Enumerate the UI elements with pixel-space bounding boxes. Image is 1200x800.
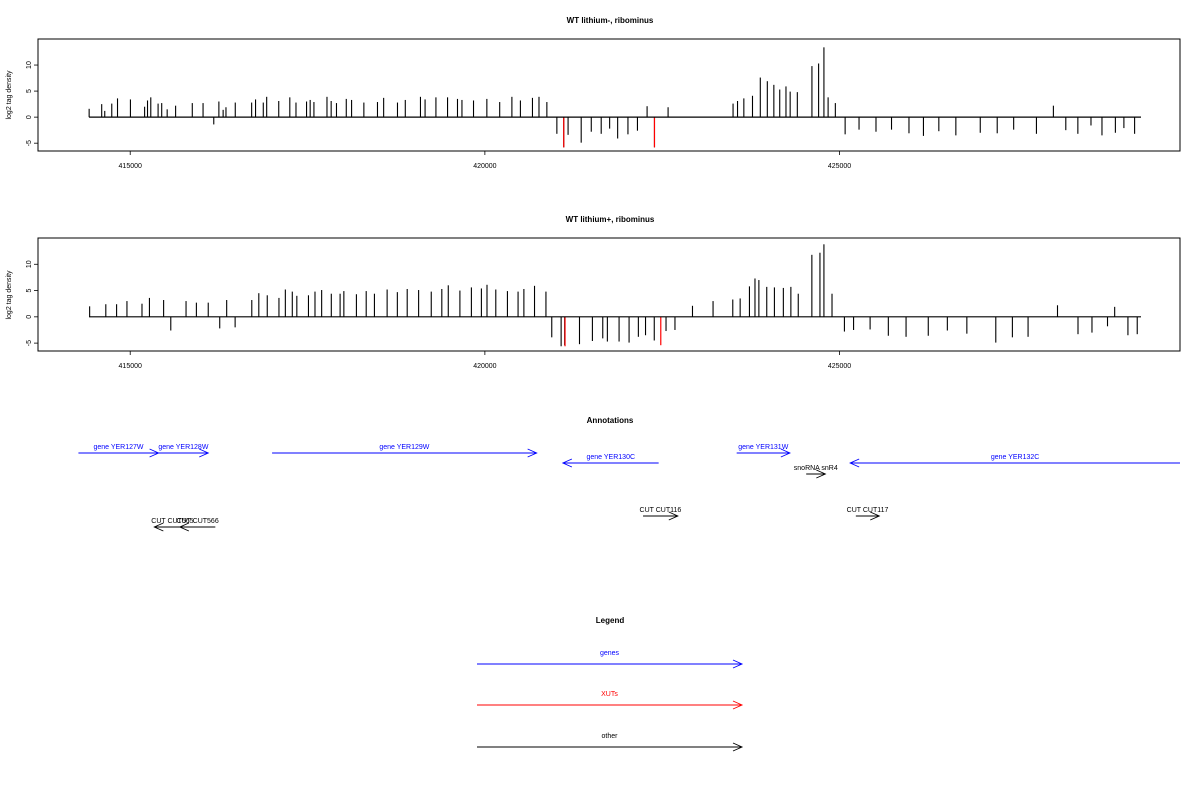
legend-item-gene: genes — [477, 650, 744, 669]
x-tick-label: 420000 — [473, 363, 496, 370]
feature-label: gene YER131W — [738, 444, 788, 451]
feature-label: CUT CUT565 — [151, 518, 193, 525]
feature-arrowhead — [153, 522, 164, 532]
panel-1-ylabel: log2 tag density — [6, 70, 13, 120]
x-tick-label: 425000 — [828, 163, 851, 170]
panel-2-title: WT lithium+, ribominus — [566, 215, 655, 224]
feature-label: gene YER130C — [587, 454, 636, 461]
panel-1-title: WT lithium-, ribominus — [567, 16, 654, 25]
feature-arrowhead — [816, 469, 827, 479]
annotations-title: Annotations — [587, 416, 634, 425]
feature-arrowhead — [780, 448, 791, 458]
x-tick-label: 420000 — [473, 163, 496, 170]
panel-2: WT lithium+, ribominus log2 tag density … — [6, 215, 1181, 370]
annotation-features: gene YER127W gene YER128W gene YER129W gene… — [78, 444, 1180, 532]
feature-label: gene YER132C — [991, 454, 1040, 461]
feature-label: gene YER127W — [93, 444, 143, 451]
legend-arrowhead — [732, 742, 744, 752]
panel-1-x-axis: 415000 420000 425000 — [119, 150, 851, 170]
feature-arrowhead — [849, 458, 860, 468]
y-tick-label: 10 — [26, 260, 33, 268]
legend-items: genes XUTs other — [477, 650, 744, 752]
panel-1: WT lithium-, ribominus log2 tag density … — [6, 16, 1181, 170]
legend-label: XUTs — [601, 691, 618, 698]
y-tick-label: -5 — [26, 140, 33, 146]
y-tick-label: 0 — [26, 115, 33, 119]
legend-label: genes — [600, 650, 620, 657]
panel-1-frame — [37, 38, 1181, 152]
panel-2-bars — [89, 244, 1138, 347]
annotation-cut-cut117: CUT CUT117 — [847, 507, 889, 521]
annotation-gene-yer131w: gene YER131W — [736, 444, 791, 458]
annotation-gene-yer132c: gene YER132C — [849, 454, 1180, 468]
panel-1-xut-bars — [563, 117, 656, 148]
panel-2-frame — [37, 237, 1181, 352]
feature-arrowhead — [178, 522, 190, 532]
y-tick-label: 5 — [26, 89, 33, 93]
y-tick-label: 10 — [26, 61, 33, 69]
x-tick-label: 415000 — [119, 363, 142, 370]
feature-arrowhead — [870, 511, 881, 521]
panel-1-bars — [88, 47, 1136, 148]
y-tick-label: 5 — [26, 289, 33, 293]
y-tick-label: -5 — [26, 340, 33, 346]
y-tick-label: 0 — [26, 315, 33, 319]
annotation-gene-yer129w: gene YER129W — [272, 444, 538, 458]
annotation-gene-yer130c: gene YER130C — [561, 454, 659, 468]
annotation-cut-cut566: CUT CUT566 — [176, 518, 219, 532]
legend-arrowhead — [732, 700, 744, 710]
feature-label: CUT CUT117 — [847, 507, 889, 514]
legend-item-xut: XUTs — [477, 691, 744, 710]
legend-title: Legend — [596, 616, 625, 625]
legend-arrowhead — [732, 659, 744, 669]
annotation-gene-yer127w: gene YER127W — [78, 444, 160, 458]
legend-label: other — [602, 733, 619, 740]
annotations-panel: Annotations gene YER127W gene YER128W gene… — [78, 416, 1180, 532]
x-tick-label: 425000 — [828, 363, 851, 370]
feature-arrowhead — [561, 458, 573, 468]
feature-arrowhead — [199, 448, 210, 458]
x-tick-label: 415000 — [119, 163, 142, 170]
panel-2-xut-bars — [564, 316, 662, 347]
feature-arrowhead — [668, 511, 679, 521]
panel-2-y-axis: -5 0 5 10 — [26, 260, 39, 346]
feature-arrowhead — [527, 448, 538, 458]
panel-2-ylabel: log2 tag density — [6, 270, 13, 320]
legend-item-other: other — [477, 733, 744, 752]
annotation-cut-cut116: CUT CUT116 — [640, 507, 682, 521]
panel-2-x-axis: 415000 420000 425000 — [119, 350, 851, 370]
annotation-gene-yer128w: gene YER128W — [158, 444, 210, 458]
feature-label: CUT CUT566 — [176, 518, 218, 525]
feature-label: CUT CUT116 — [640, 507, 682, 514]
feature-label: gene YER128W — [158, 444, 208, 451]
feature-label: snoRNA snR4 — [794, 465, 838, 472]
panel-1-y-axis: -5 0 5 10 — [26, 61, 39, 146]
legend-panel: Legend genes XUTs other — [477, 616, 744, 752]
annotation-snorna-snr4: snoRNA snR4 — [794, 465, 838, 479]
feature-label: gene YER129W — [379, 444, 429, 451]
